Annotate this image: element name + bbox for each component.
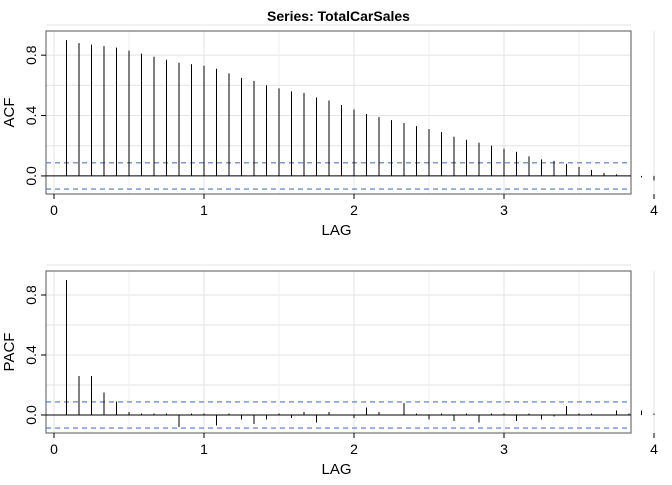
- acf-y-axis-label: ACF: [1, 98, 18, 128]
- acf-title: Series: TotalCarSales: [267, 8, 410, 24]
- acf-y-tick-label-1: 0.4: [23, 106, 39, 126]
- pacf-x-axis-label: LAG: [321, 461, 351, 478]
- acf-x-tick-label-2: 2: [350, 202, 358, 218]
- acf-y-tick-label-0: 0.0: [23, 166, 39, 186]
- pacf-x-tick-label-3: 3: [500, 441, 508, 457]
- acf-x-tick-label-1: 1: [200, 202, 208, 218]
- acf-x-tick-label-4: 4: [650, 202, 658, 218]
- acf-panel: 0 1 2 3 4 0.0 0.4 0.8 LAG ACF Series: TotalCarSale…: [1, 8, 658, 239]
- pacf-x-tick-label-4: 4: [650, 441, 658, 457]
- pacf-y-axis-label: PACF: [1, 333, 18, 372]
- pacf-panel: 0 1 2 3 4 0.0 0.4 0.8 LAG PACF: [1, 264, 658, 478]
- acf-x-tick-label-0: 0: [50, 202, 58, 218]
- pacf-y-tick-label-0: 0.0: [23, 405, 39, 425]
- acf-x-tick-label-3: 3: [500, 202, 508, 218]
- pacf-x-tick-label-2: 2: [350, 441, 358, 457]
- pacf-x-tick-label-1: 1: [200, 441, 208, 457]
- pacf-plot-frame: [45, 270, 632, 434]
- acf-y-tick-label-2: 0.8: [23, 45, 39, 65]
- acf-x-axis-label: LAG: [321, 222, 351, 239]
- pacf-x-tick-label-0: 0: [50, 441, 58, 457]
- acf-plot-frame: [45, 30, 632, 195]
- pacf-y-tick-label-2: 0.8: [23, 285, 39, 305]
- pacf-y-tick-label-1: 0.4: [23, 345, 39, 365]
